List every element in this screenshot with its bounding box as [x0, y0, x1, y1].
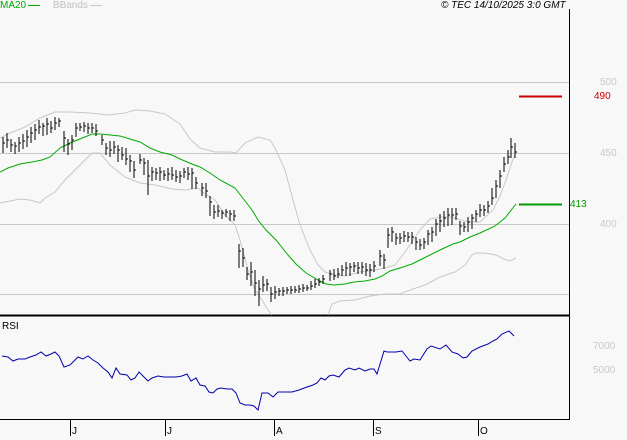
chart-legend: MA20 BBands	[0, 0, 102, 11]
y-label-500: 500	[600, 77, 617, 88]
x-label-oct: O	[480, 426, 488, 437]
rsi-label-70: 7000	[593, 341, 616, 352]
x-label-jul: J	[167, 426, 172, 437]
rsi-panel-label: RSI	[2, 321, 19, 332]
x-ticks	[70, 420, 479, 436]
price-grid	[0, 82, 569, 295]
x-label-jun: J	[72, 426, 77, 437]
ma20-line	[0, 133, 517, 286]
bbands-lower-line-2	[327, 252, 517, 316]
price-bars	[2, 117, 517, 306]
bbands-upper-line	[0, 109, 517, 277]
rsi-line	[1, 330, 515, 411]
bbands-swatch-icon	[89, 4, 102, 6]
y-label-400: 400	[600, 219, 617, 230]
resistance-level-label: 490	[594, 91, 611, 102]
x-label-aug: A	[276, 426, 283, 437]
ma20-swatch-icon	[28, 4, 41, 6]
support-level-label: 413	[570, 199, 587, 210]
x-label-sep: S	[375, 426, 382, 437]
copyright-timestamp: © TEC 14/10/2025 3:0 GMT	[441, 0, 566, 11]
rsi-label-50: 5000	[593, 365, 616, 376]
y-label-450: 450	[600, 148, 617, 159]
bbands-lower-line	[0, 152, 273, 316]
legend-bbands: BBands	[52, 0, 88, 11]
legend-ma20: MA20	[0, 0, 27, 11]
